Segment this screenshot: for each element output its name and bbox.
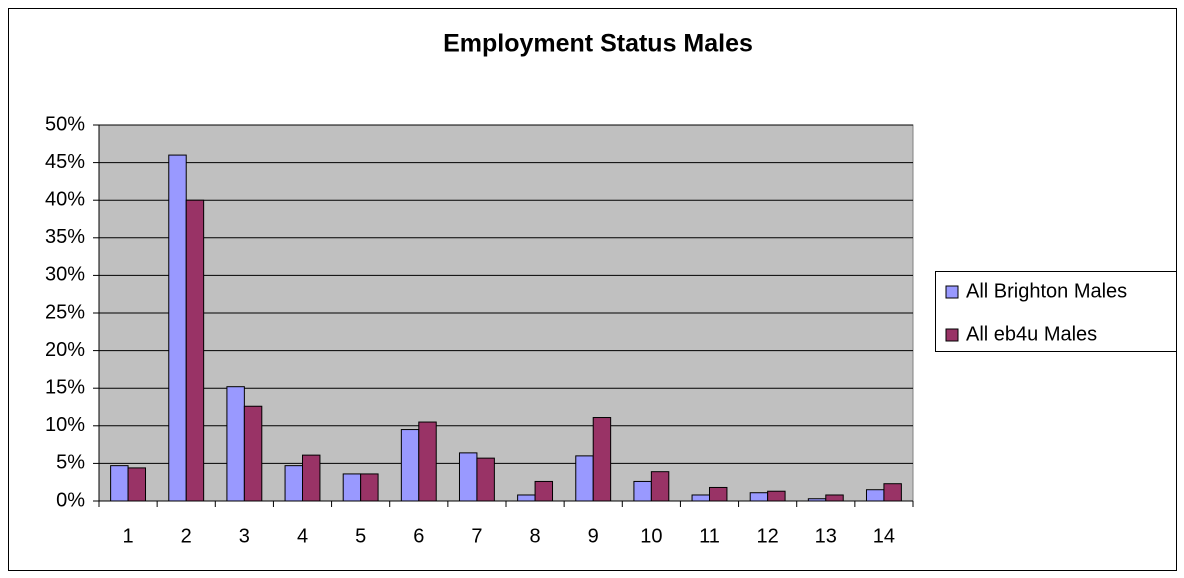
bar [767, 490, 786, 502]
chart-title: Employment Status Males [443, 30, 753, 58]
x-tick-label: 3 [239, 525, 250, 547]
y-tick-label: 25% [45, 301, 85, 323]
bar [302, 454, 321, 502]
x-tick-label: 13 [815, 525, 837, 547]
bar [575, 455, 594, 502]
x-tick-label: 10 [640, 525, 662, 547]
bar [243, 405, 263, 502]
legend-swatch [945, 328, 959, 342]
y-tick-label: 30% [45, 264, 85, 286]
bar [865, 489, 885, 502]
bar [458, 452, 478, 502]
x-tick-label: 1 [123, 525, 134, 547]
bar [592, 417, 612, 502]
x-tick-label: 8 [530, 525, 541, 547]
y-tick-label: 0% [56, 489, 85, 511]
bar [418, 421, 437, 502]
x-tick-label: 7 [471, 525, 482, 547]
y-tick-label: 10% [45, 414, 85, 436]
legend-label: All Brighton Males [966, 280, 1127, 302]
y-tick-label: 45% [45, 151, 85, 173]
x-tick-label: 5 [355, 525, 366, 547]
x-tick-label: 6 [413, 525, 424, 547]
bar [883, 483, 902, 502]
y-tick-label: 20% [45, 339, 85, 361]
bar [168, 154, 187, 502]
y-tick-label: 15% [45, 376, 85, 398]
bar [633, 480, 652, 502]
bar [284, 465, 303, 502]
bar [650, 471, 670, 502]
x-tick-label: 9 [588, 525, 599, 547]
bar [360, 473, 379, 502]
y-tick-label: 40% [45, 188, 85, 210]
bar [749, 492, 769, 502]
bar [825, 494, 844, 502]
x-tick-label: 11 [699, 525, 720, 547]
y-tick-label: 35% [45, 226, 85, 248]
y-tick-label: 5% [56, 452, 85, 474]
legend-swatch [945, 285, 959, 299]
bar [691, 494, 710, 502]
bar [127, 467, 147, 502]
bar [342, 473, 362, 502]
bar [110, 465, 129, 502]
bar [226, 386, 245, 502]
bar [476, 457, 495, 502]
legend-box [935, 271, 1177, 352]
y-tick-label: 50% [45, 113, 85, 135]
bar [185, 199, 205, 502]
x-tick-label: 4 [297, 525, 308, 547]
x-tick-label: 14 [873, 525, 895, 547]
x-tick-label: 12 [757, 525, 779, 547]
bar [534, 480, 554, 502]
bar [807, 498, 827, 502]
x-tick-label: 2 [181, 525, 192, 547]
bar [400, 429, 420, 502]
bar [709, 486, 728, 502]
legend-label: All eb4u Males [966, 323, 1097, 345]
bar [517, 494, 536, 502]
